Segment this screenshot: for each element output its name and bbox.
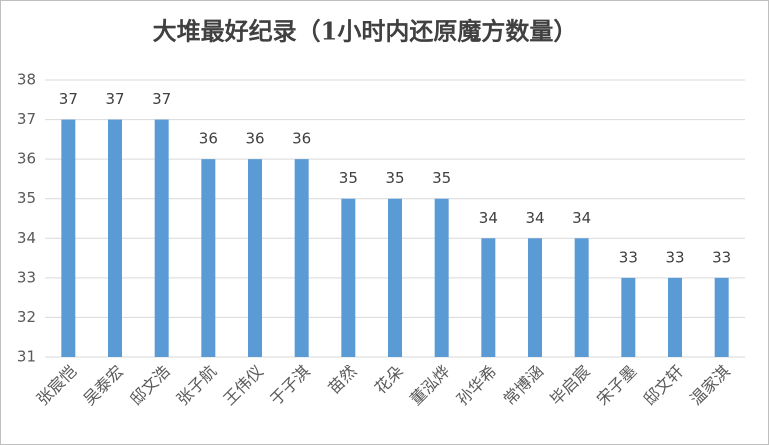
bar <box>248 159 262 357</box>
data-label: 37 <box>152 90 171 108</box>
y-tick-label: 36 <box>17 150 36 168</box>
data-label: 34 <box>525 209 544 227</box>
data-label: 35 <box>385 169 404 187</box>
bar <box>668 277 682 357</box>
data-label: 34 <box>572 209 591 227</box>
data-label: 36 <box>199 130 218 148</box>
bar <box>341 198 356 357</box>
bar <box>294 159 309 357</box>
y-tick-label: 31 <box>17 348 36 366</box>
bar <box>201 159 216 357</box>
data-label: 35 <box>432 169 451 187</box>
data-label: 33 <box>665 248 684 266</box>
data-label: 37 <box>59 90 78 108</box>
bar <box>434 198 449 357</box>
data-label: 37 <box>105 90 124 108</box>
data-label: 35 <box>339 169 358 187</box>
bar <box>714 277 729 357</box>
y-tick-label: 37 <box>17 110 36 128</box>
data-label: 36 <box>292 130 311 148</box>
y-tick-label: 35 <box>17 189 36 207</box>
bar <box>154 119 169 357</box>
data-label: 33 <box>712 248 731 266</box>
data-label: 34 <box>479 209 498 227</box>
chart-title: 大堆最好纪录（1小时内还原魔方数量） <box>153 17 578 46</box>
bar <box>61 119 76 357</box>
data-label: 36 <box>245 130 264 148</box>
bar <box>388 198 402 357</box>
y-tick-label: 32 <box>17 308 36 326</box>
bar <box>481 238 496 357</box>
y-tick-label: 38 <box>17 71 36 89</box>
bar <box>621 277 636 357</box>
bar <box>528 238 542 357</box>
data-label: 33 <box>619 248 638 266</box>
y-tick-label: 33 <box>17 268 36 286</box>
y-tick-label: 34 <box>17 229 36 247</box>
bar <box>108 119 122 357</box>
bar <box>574 238 589 357</box>
